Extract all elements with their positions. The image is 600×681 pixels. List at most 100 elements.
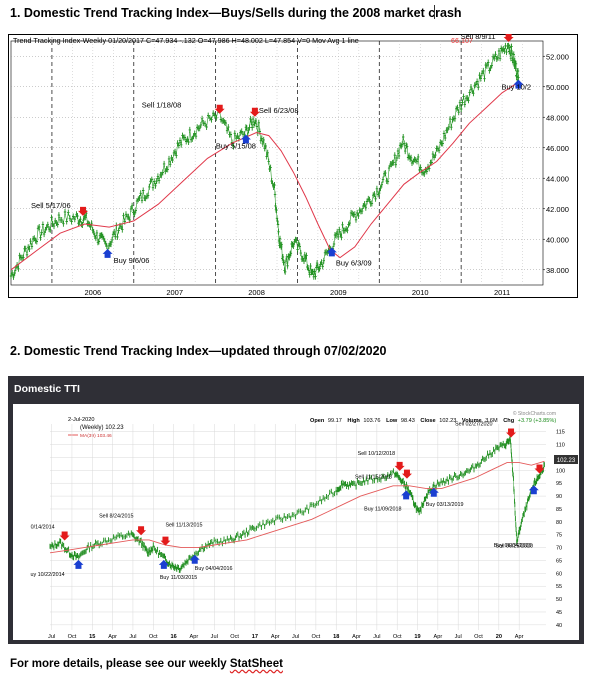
chart1-x-tick-label: 2007: [166, 288, 183, 297]
chart1-sell-arrow: [503, 34, 514, 43]
statsheet-link[interactable]: StatSheet: [229, 658, 283, 670]
chart1-buy-arrow: [240, 134, 251, 144]
chart1-y-tick-label: 48.000: [546, 113, 569, 122]
chart2-y-tick-label: 65: [556, 558, 562, 564]
chart2-signal-label: Buy 11/09/2018: [364, 506, 401, 512]
chart2-x-tick-label: Apr: [108, 634, 117, 640]
chart2-x-tick-label: Oct: [230, 634, 239, 640]
chart2-signal-label: Buy 03/13/2019: [426, 502, 464, 508]
chart2-y-tick-label: 110: [556, 443, 565, 449]
chart2-ohlc-line: Open 99.17 High 103.76 Low 98.43 Close 1…: [310, 418, 556, 424]
chart2-sell-arrow: [160, 536, 171, 546]
chart2-x-tick-label: Oct: [149, 634, 158, 640]
chart2-buy-arrow: [401, 490, 412, 500]
ohlc-chg-label: Chg: [503, 418, 514, 424]
chart2-sell-arrow: [394, 461, 405, 471]
ohlc-volume: 3.6M: [485, 418, 498, 424]
chart2-y-tick-label: 85: [556, 507, 562, 513]
chart2-signal-label: Sell 02/27/2020: [455, 421, 492, 427]
ohlc-volume-label: Volume: [462, 418, 482, 424]
chart2-signal-label: Buy 06/04/2020: [494, 543, 532, 549]
chart2-y-tick-label: 90: [556, 494, 562, 500]
chart1-sell-arrow: [78, 206, 89, 216]
chart2-x-tick-label: Apr: [352, 634, 361, 640]
text-cursor: [434, 5, 435, 19]
chart2-moving-average-line: [49, 460, 545, 554]
chart2-x-tick-label: Jul: [48, 634, 55, 640]
chart1-y-tick-label: 52.000: [546, 52, 569, 61]
chart2-y-tick-label: 80: [556, 520, 562, 526]
chart2-signal-label: Sell 06/25/2020: [495, 544, 532, 550]
ohlc-close: 102.23: [439, 418, 456, 424]
chart2-legend-ma: MA(39) 103.46: [80, 433, 112, 439]
chart1-signal-label: Buy 9/6/06: [114, 256, 150, 265]
chart2-x-tick-label: 19: [414, 634, 420, 640]
chart2-x-tick-label: 16: [170, 634, 176, 640]
chart1-signal-label: Sell 6/23/08: [259, 106, 299, 115]
chart2-x-tick-label: Jul: [455, 634, 462, 640]
chart2-heading: 2. Domestic Trend Tracking Index—updated…: [10, 344, 387, 358]
chart2-x-tick-label: Jul: [211, 634, 218, 640]
chart2-y-tick-label: 45: [556, 610, 562, 616]
ohlc-chg: +3.79 (+3.85%): [518, 418, 557, 424]
chart1-signal-label: Sell 5/17/06: [31, 201, 71, 210]
chart2-sell-arrow: [534, 464, 545, 474]
chart2-buy-arrow: [73, 559, 84, 569]
chart2-buy-arrow: [158, 559, 169, 569]
chart2-last-value-box: [554, 455, 578, 464]
chart2-sell-arrow: [136, 526, 147, 536]
ohlc-close-label: Close: [420, 418, 435, 424]
chart2-watermark: © StockCharts.com: [513, 410, 556, 417]
chart2-y-tick-label: 55: [556, 584, 562, 590]
chart2-x-tick-label: Apr: [515, 634, 524, 640]
chart1-x-tick-label: 2008: [248, 288, 265, 297]
chart1-info-line: Trend Tracking Index-Weekly 01/20/2017 C…: [13, 36, 359, 45]
chart1-y-tick-label: 40.000: [546, 235, 569, 244]
chart2-signal-label: Buy 11/03/2015: [160, 575, 197, 581]
chart2-x-tick-label: Apr: [190, 634, 199, 640]
chart1-heading: 1. Domestic Trend Tracking Index—Buys/Se…: [10, 6, 462, 20]
chart2-x-tick-label: 20: [496, 634, 502, 640]
chart2-buy-arrow: [189, 554, 200, 564]
chart2-last-value: 102.23: [557, 458, 576, 464]
chart2-sell-arrow: [401, 469, 412, 479]
chart1-y-tick-label: 46.000: [546, 144, 569, 153]
chart2-x-tick-label: 18: [333, 634, 339, 640]
footer-text: For more details, please see our weekly: [10, 658, 230, 670]
chart2-x-tick-label: Apr: [271, 634, 280, 640]
chart1-signal-label: Buy 10/2: [501, 83, 531, 92]
chart2-x-tick-label: Jul: [373, 634, 380, 640]
chart2-signal-label: Sell 11/13/2015: [165, 523, 202, 529]
chart2-signal-label: Sell 8/24/2015: [99, 513, 133, 519]
chart2-y-tick-label: 115: [556, 430, 565, 436]
chart1-buy-arrow: [326, 247, 337, 257]
chart1-y-tick-label: 38.000: [546, 266, 569, 275]
chart2-signal-label: Buy 04/04/2016: [195, 566, 233, 572]
chart2-x-tick-label: 15: [89, 634, 95, 640]
chart1-x-tick-label: 2010: [412, 288, 429, 297]
chart1-signal-label: Sell 1/18/08: [142, 101, 182, 110]
chart2-date-label: 2-Jul-2020: [68, 417, 94, 423]
ohlc-high: 103.76: [363, 418, 380, 424]
chart2-sell-arrow: [59, 531, 70, 541]
chart2-buy-arrow: [428, 487, 439, 497]
chart2-x-tick-label: Oct: [474, 634, 483, 640]
chart2-x-tick-label: 17: [252, 634, 258, 640]
chart1-y-tick-label: 42.000: [546, 205, 569, 214]
chart1-signal-label: Buy 5/15/08: [216, 142, 256, 151]
chart2-legend-weekly: (Weekly) 102.23: [80, 425, 124, 431]
ohlc-low-label: Low: [386, 418, 398, 424]
chart1-sell-arrow: [214, 104, 225, 114]
chart1-sell-arrow: [249, 107, 260, 117]
chart2-price-line: [49, 437, 545, 571]
chart1-y-tick-label: 50.000: [546, 83, 569, 92]
chart1-plot-area: [10, 40, 544, 286]
chart2-y-tick-label: 40: [556, 623, 562, 629]
chart1-domestic-tti-2008: Trend Tracking Index-Weekly 01/20/2017 C…: [8, 34, 578, 298]
ohlc-open: 99.17: [328, 418, 342, 424]
chart2-domestic-tti-2020: Domestic TTI © StockCharts.com 2-Jul-202…: [8, 376, 584, 644]
chart1-y-tick-label: 44.000: [546, 174, 569, 183]
chart2-signal-label: Sell 10/12/2018: [358, 451, 395, 457]
chart2-x-tick-label: Apr: [433, 634, 442, 640]
chart2-y-tick-label: 95: [556, 481, 562, 487]
